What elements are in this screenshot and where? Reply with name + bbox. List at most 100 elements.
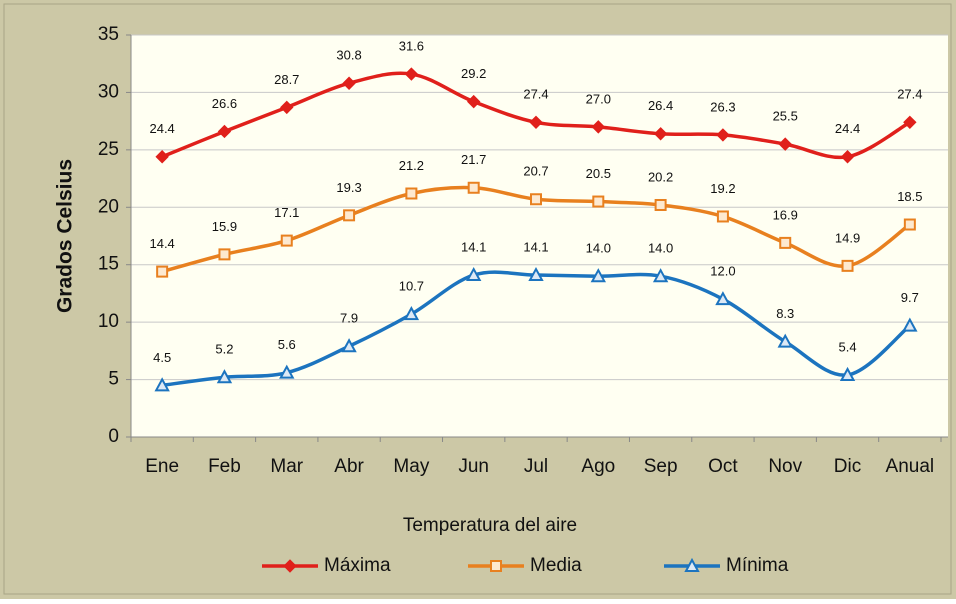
data-label: 20.2 [648, 169, 673, 184]
data-point [902, 317, 918, 332]
chart-border [3, 3, 952, 595]
data-label: 15.9 [212, 219, 237, 234]
x-axis-title: Temperatura del aire [403, 515, 577, 536]
legend-marker [684, 557, 700, 572]
data-label: 30.8 [336, 48, 361, 63]
data-point [654, 198, 667, 211]
data-point [405, 187, 418, 200]
x-tick-label: Ago [581, 456, 615, 477]
data-label: 20.7 [523, 164, 548, 179]
data-point [403, 306, 420, 321]
data-label: 27.4 [897, 87, 922, 102]
x-tick-label: Anual [886, 456, 935, 477]
data-point [216, 369, 233, 384]
y-tick-label: 30 [98, 81, 119, 102]
x-tick-label: Feb [208, 456, 241, 477]
data-label: 4.5 [153, 350, 171, 365]
legend-label: Máxima [324, 555, 391, 576]
data-label: 27.0 [586, 91, 611, 106]
data-point [653, 127, 668, 141]
data-point [530, 193, 542, 206]
data-label: 29.2 [461, 66, 486, 81]
data-point [280, 100, 294, 115]
data-point [591, 120, 606, 134]
data-label: 21.2 [399, 158, 424, 173]
data-point [404, 67, 419, 81]
data-label: 31.6 [399, 38, 424, 53]
x-tick-label: Ene [145, 456, 179, 477]
x-tick-label: Dic [834, 456, 861, 477]
data-point [280, 234, 293, 247]
y-tick-label: 25 [98, 139, 119, 160]
data-label: 26.6 [212, 96, 237, 111]
data-label: 7.9 [340, 311, 358, 326]
data-label: 25.5 [773, 109, 798, 124]
data-label: 20.5 [586, 166, 611, 181]
data-label: 26.4 [648, 98, 673, 113]
data-label: 14.0 [648, 241, 673, 256]
x-tick-label: Mar [270, 456, 303, 477]
data-point [778, 137, 792, 151]
y-tick-label: 10 [98, 311, 119, 332]
x-tick-label: Jul [524, 456, 548, 477]
data-label: 17.1 [274, 205, 299, 220]
data-label: 5.6 [278, 337, 296, 352]
data-point [218, 248, 231, 261]
legend-marker [490, 560, 502, 572]
data-point [466, 266, 482, 282]
data-point [652, 268, 669, 283]
x-tick-label: Jun [458, 456, 489, 477]
data-point [529, 115, 543, 129]
legend-marker [283, 559, 297, 573]
data-label: 14.1 [523, 239, 548, 254]
data-point [156, 265, 169, 278]
plot-area [131, 35, 948, 437]
legend-label: Media [530, 555, 582, 576]
x-tick-label: Nov [768, 456, 802, 477]
data-label: 27.4 [523, 87, 548, 102]
data-point [839, 366, 856, 381]
data-point [341, 338, 357, 353]
data-label: 24.4 [149, 121, 174, 136]
data-point [155, 150, 169, 164]
data-label: 19.2 [710, 181, 735, 196]
data-point [343, 209, 356, 222]
data-point [779, 236, 792, 249]
data-point [467, 181, 480, 194]
data-label: 26.3 [710, 99, 735, 114]
data-label: 14.1 [461, 239, 486, 254]
data-point [777, 333, 793, 348]
data-label: 24.4 [835, 121, 860, 136]
y-axis-title: Grados Celsius [54, 159, 77, 313]
data-label: 14.9 [835, 230, 860, 245]
data-point [590, 268, 606, 283]
x-tick-label: May [393, 456, 429, 477]
data-point [715, 291, 731, 306]
y-tick-label: 20 [98, 196, 119, 217]
y-tick-label: 35 [98, 24, 119, 45]
data-point [528, 266, 544, 282]
data-point [841, 259, 854, 272]
data-point [840, 150, 855, 164]
data-label: 5.4 [838, 339, 856, 354]
data-label: 18.5 [897, 189, 922, 204]
data-point [154, 377, 170, 392]
data-point [716, 128, 730, 142]
data-label: 19.3 [336, 180, 361, 195]
data-label: 14.0 [586, 241, 611, 256]
x-tick-label: Sep [644, 456, 678, 477]
legend-label: Mínima [726, 555, 789, 576]
data-point [466, 94, 481, 109]
data-label: 21.7 [461, 152, 486, 167]
data-label: 12.0 [710, 264, 735, 279]
data-point [903, 218, 916, 231]
data-point [342, 76, 356, 90]
data-label: 8.3 [776, 306, 794, 321]
data-point [716, 210, 729, 223]
data-point [903, 115, 917, 129]
data-point [217, 124, 232, 139]
data-label: 16.9 [773, 207, 798, 222]
data-label: 14.4 [149, 236, 174, 251]
data-label: 28.7 [274, 72, 299, 87]
x-tick-label: Oct [708, 456, 738, 477]
